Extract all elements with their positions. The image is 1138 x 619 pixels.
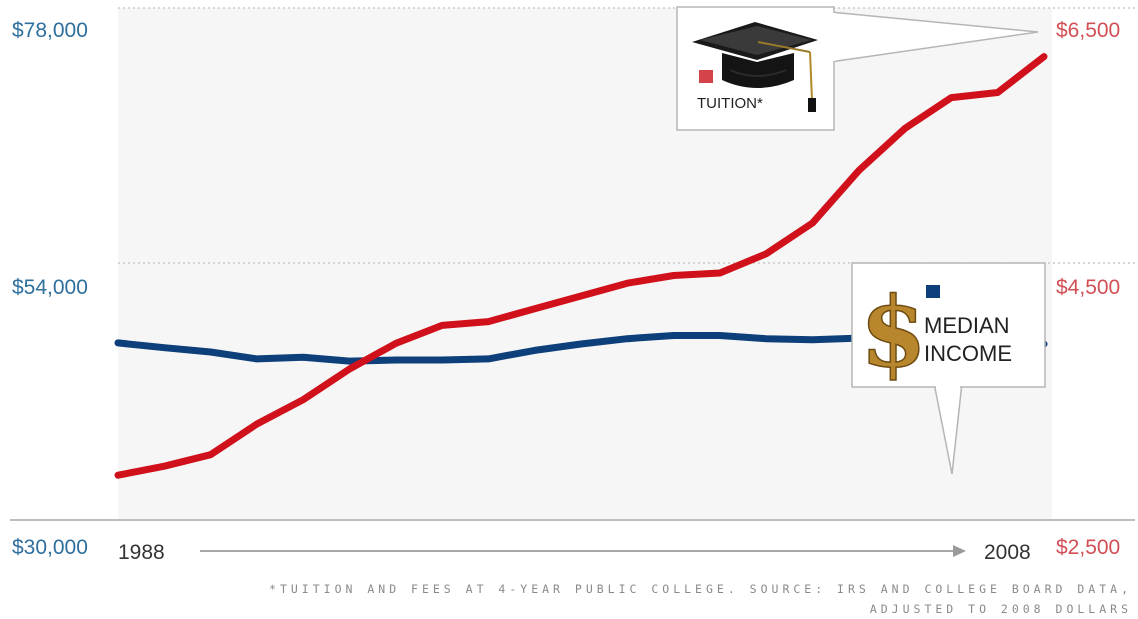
income-point-1991 [255, 357, 259, 361]
income-callout-box [851, 262, 1046, 388]
income-point-1998 [579, 342, 583, 346]
income-point-2000 [672, 334, 676, 337]
y-right-tick-bottom: $2,500 [1056, 536, 1120, 559]
tuition-point-1989 [162, 464, 166, 468]
income-point-1988 [116, 341, 120, 345]
income-point-1995 [440, 358, 444, 362]
income-callout: $ MEDIAN INCOME [851, 262, 1046, 475]
tuition-point-2007 [996, 91, 1000, 94]
tuition-point-2002 [764, 252, 768, 256]
gridlines [10, 7, 1135, 521]
income-point-1997 [533, 348, 537, 352]
tuition-point-2003 [811, 221, 814, 225]
tuition-point-1995 [440, 323, 444, 327]
tuition-point-1996 [486, 320, 490, 324]
tuition-point-2000 [672, 274, 676, 277]
footnote-line-2: ADJUSTED TO 2008 DOLLARS [869, 602, 1132, 616]
y-right-tick-top: $6,500 [1056, 19, 1120, 42]
income-point-1999 [625, 337, 629, 341]
y-right-tick-middle: $4,500 [1056, 276, 1120, 299]
tuition-point-1994 [394, 341, 398, 345]
tuition-point-2005 [903, 126, 907, 130]
plot-lower-band [118, 520, 1052, 572]
income-label-line2: INCOME [924, 341, 1012, 366]
tuition-point-1999 [625, 281, 629, 285]
tuition-point-1993 [348, 367, 351, 371]
tuition-callout: TUITION* [676, 6, 1039, 131]
tuition-point-1997 [533, 307, 537, 311]
chart: $78,000 $54,000 $30,000 $6,500 $4,500 $2… [10, 6, 1135, 572]
tuition-point-1990 [209, 453, 213, 457]
tuition-point-1991 [255, 422, 259, 426]
income-legend-swatch [926, 285, 940, 298]
income-point-2003 [811, 338, 814, 342]
footnote-line-1: *TUITION AND FEES AT 4-YEAR PUBLIC COLLE… [269, 582, 1132, 596]
x-end-label: 2008 [984, 541, 1031, 564]
income-point-1994 [394, 358, 398, 362]
tuition-point-2008 [1042, 55, 1046, 59]
y-left-tick-bottom: $30,000 [12, 536, 88, 559]
tuition-point-2006 [949, 96, 953, 100]
tuition-legend-swatch [699, 70, 713, 83]
income-point-1992 [301, 355, 305, 359]
graduation-cap-icon [692, 22, 818, 112]
tuition-point-1988 [116, 473, 120, 477]
income-point-1993 [348, 359, 351, 363]
dollar-sign-icon: $ [860, 276, 927, 389]
income-point-2001 [718, 334, 722, 337]
income-point-2002 [764, 337, 768, 341]
x-start-label: 1988 [118, 541, 165, 564]
y-left-tick-top: $78,000 [12, 19, 88, 42]
tuition-point-1992 [301, 398, 305, 402]
timeline-arrow-head [953, 545, 966, 557]
tuition-label: TUITION* [697, 95, 763, 112]
tuition-point-2004 [857, 169, 861, 173]
tuition-point-1998 [579, 294, 583, 298]
tuition-point-2001 [718, 271, 722, 275]
footnote: *TUITION AND FEES AT 4-YEAR PUBLIC COLLE… [2, 579, 1132, 619]
income-label-line1: MEDIAN [924, 313, 1010, 338]
income-point-1990 [209, 350, 213, 354]
y-left-tick-middle: $54,000 [12, 276, 88, 299]
income-point-1996 [486, 357, 490, 361]
income-point-1989 [162, 346, 166, 350]
